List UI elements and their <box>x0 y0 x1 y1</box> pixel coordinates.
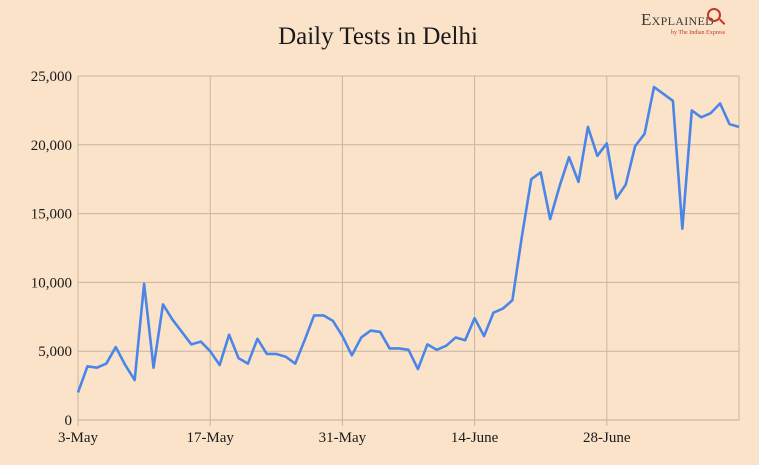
x-tick-label: 3-May <box>58 430 98 446</box>
grid-lines <box>77 75 740 426</box>
chart-title: Daily Tests in Delhi <box>278 23 478 50</box>
y-tick-label: 0 <box>65 413 73 429</box>
magnifier-icon <box>707 8 721 22</box>
y-tick-label: 20,000 <box>31 138 72 154</box>
explained-logo: Explained by The Indian Express <box>641 8 753 42</box>
y-tick-label: 15,000 <box>31 207 72 223</box>
x-tick-label: 14-June <box>451 430 499 446</box>
logo-subtitle: by The Indian Express <box>671 30 726 36</box>
y-axis-tick-labels: 0 5,000 10,000 15,000 20,000 25,000 <box>31 69 72 429</box>
x-axis-tick-labels: 3-May 17-May 31-May 14-June 28-June <box>58 430 631 446</box>
series-line <box>76 85 740 393</box>
x-tick-label: 28-June <box>583 430 631 446</box>
y-tick-label: 10,000 <box>31 275 72 291</box>
y-tick-label: 25,000 <box>31 69 72 85</box>
x-tick-label: 31-May <box>319 430 367 446</box>
y-tick-label: 5,000 <box>38 344 72 360</box>
logo-wordmark: Explained <box>641 10 715 29</box>
x-tick-label: 17-May <box>186 430 234 446</box>
